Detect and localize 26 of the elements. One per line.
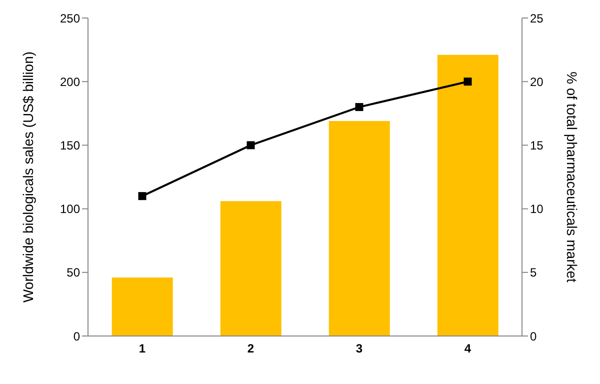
x-tick-label: 1 <box>138 342 146 356</box>
bar <box>112 277 173 336</box>
x-tick-label: 3 <box>356 342 363 356</box>
y2-tick-label: 5 <box>530 266 537 280</box>
y-tick-label: 250 <box>60 11 80 26</box>
point <box>464 78 472 86</box>
y-tick-label: 0 <box>73 329 80 344</box>
y-axis-title: Worldwide biologicals sales (US$ billion) <box>20 51 36 303</box>
point <box>246 141 255 150</box>
point <box>138 192 146 200</box>
y-tick-label: 50 <box>66 266 80 280</box>
point <box>355 103 364 112</box>
y-tick-label: 200 <box>60 74 80 89</box>
y2-tick-label: 20 <box>530 74 544 89</box>
y2-tick-label: 10 <box>530 202 544 216</box>
bar <box>437 54 498 336</box>
y2-axis-title: % of total pharmaceuticals market <box>564 72 580 283</box>
y2-tick-label: 0 <box>530 329 537 344</box>
y-tick-label: 100 <box>60 202 80 216</box>
x-tick-label: 4 <box>464 342 472 356</box>
y2-tick-label: 15 <box>530 138 544 152</box>
y2-tick-label: 25 <box>530 11 544 26</box>
bar <box>220 201 282 336</box>
bar <box>328 121 390 336</box>
x-tick-label: 2 <box>247 342 254 356</box>
y-tick-label: 150 <box>60 138 80 152</box>
